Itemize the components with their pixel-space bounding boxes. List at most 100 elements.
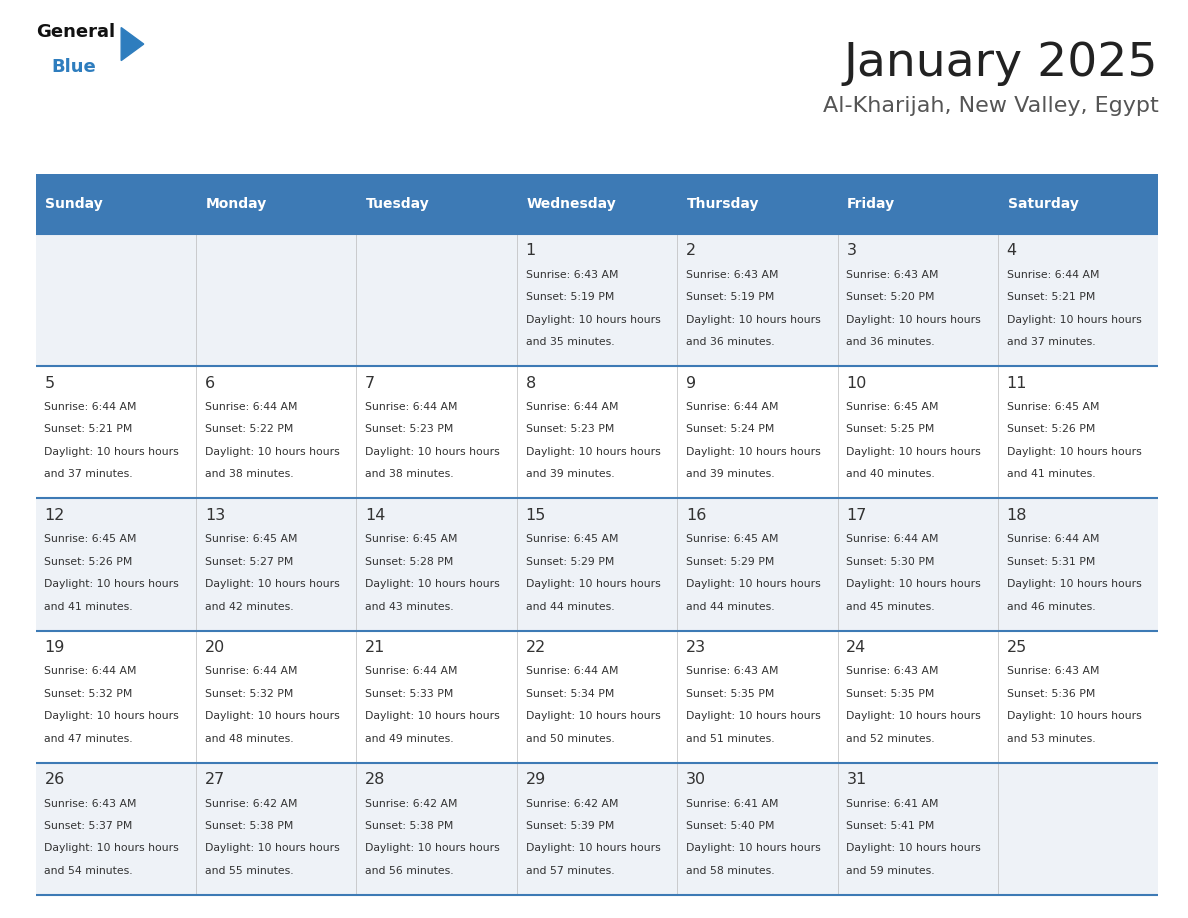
Text: and 44 minutes.: and 44 minutes.	[685, 601, 775, 611]
Text: and 55 minutes.: and 55 minutes.	[204, 866, 293, 876]
Text: 20: 20	[204, 640, 225, 655]
Text: and 48 minutes.: and 48 minutes.	[204, 733, 293, 744]
Bar	[677, 174, 838, 234]
Text: Sunrise: 6:43 AM: Sunrise: 6:43 AM	[846, 666, 939, 677]
Text: Daylight: 10 hours hours: Daylight: 10 hours hours	[204, 579, 340, 589]
Text: 14: 14	[365, 508, 386, 522]
Text: 3: 3	[846, 243, 857, 258]
Text: Al-Kharijah, New Valley, Egypt: Al-Kharijah, New Valley, Egypt	[822, 96, 1158, 117]
Text: 5: 5	[44, 375, 55, 390]
Text: 30: 30	[685, 772, 706, 787]
Text: and 51 minutes.: and 51 minutes.	[685, 733, 775, 744]
Bar	[36, 234, 1158, 366]
Text: Sunset: 5:24 PM: Sunset: 5:24 PM	[685, 424, 775, 434]
Text: Daylight: 10 hours hours: Daylight: 10 hours hours	[44, 711, 179, 722]
Text: 15: 15	[525, 508, 546, 522]
Text: Sunset: 5:33 PM: Sunset: 5:33 PM	[365, 688, 454, 699]
Text: Sunset: 5:20 PM: Sunset: 5:20 PM	[846, 292, 935, 302]
Text: 12: 12	[44, 508, 65, 522]
Text: 17: 17	[846, 508, 867, 522]
Text: Daylight: 10 hours hours: Daylight: 10 hours hours	[1006, 315, 1142, 325]
Text: and 35 minutes.: and 35 minutes.	[525, 337, 614, 347]
Text: Sunrise: 6:43 AM: Sunrise: 6:43 AM	[44, 799, 137, 809]
Text: Sunrise: 6:44 AM: Sunrise: 6:44 AM	[525, 402, 618, 412]
Text: and 59 minutes.: and 59 minutes.	[846, 866, 935, 876]
Text: and 46 minutes.: and 46 minutes.	[1006, 601, 1095, 611]
Text: Sunrise: 6:44 AM: Sunrise: 6:44 AM	[365, 402, 457, 412]
Text: 1: 1	[525, 243, 536, 258]
Text: Daylight: 10 hours hours: Daylight: 10 hours hours	[365, 711, 500, 722]
Text: Sunset: 5:37 PM: Sunset: 5:37 PM	[44, 821, 133, 831]
Text: and 41 minutes.: and 41 minutes.	[1006, 469, 1095, 479]
Text: and 38 minutes.: and 38 minutes.	[204, 469, 293, 479]
Bar	[36, 366, 1158, 498]
Text: Sunrise: 6:44 AM: Sunrise: 6:44 AM	[685, 402, 778, 412]
Text: Sunrise: 6:45 AM: Sunrise: 6:45 AM	[525, 534, 618, 544]
Bar	[36, 631, 1158, 763]
Text: Sunrise: 6:44 AM: Sunrise: 6:44 AM	[204, 402, 297, 412]
Text: Sunset: 5:26 PM: Sunset: 5:26 PM	[44, 556, 133, 566]
Text: Sunrise: 6:41 AM: Sunrise: 6:41 AM	[846, 799, 939, 809]
Text: Monday: Monday	[206, 197, 267, 211]
Text: Sunset: 5:35 PM: Sunset: 5:35 PM	[846, 688, 935, 699]
Text: Daylight: 10 hours hours: Daylight: 10 hours hours	[525, 579, 661, 589]
Text: 4: 4	[1006, 243, 1017, 258]
Text: Sunrise: 6:44 AM: Sunrise: 6:44 AM	[525, 666, 618, 677]
Text: Sunset: 5:19 PM: Sunset: 5:19 PM	[525, 292, 614, 302]
Text: Daylight: 10 hours hours: Daylight: 10 hours hours	[525, 844, 661, 854]
Text: Sunrise: 6:44 AM: Sunrise: 6:44 AM	[365, 666, 457, 677]
Text: Daylight: 10 hours hours: Daylight: 10 hours hours	[525, 447, 661, 457]
Text: Friday: Friday	[847, 197, 896, 211]
Text: and 49 minutes.: and 49 minutes.	[365, 733, 454, 744]
Text: Sunset: 5:26 PM: Sunset: 5:26 PM	[1006, 424, 1095, 434]
Text: Sunrise: 6:44 AM: Sunrise: 6:44 AM	[204, 666, 297, 677]
Text: and 52 minutes.: and 52 minutes.	[846, 733, 935, 744]
Text: 16: 16	[685, 508, 707, 522]
Text: Sunrise: 6:45 AM: Sunrise: 6:45 AM	[44, 534, 137, 544]
Text: Sunrise: 6:41 AM: Sunrise: 6:41 AM	[685, 799, 778, 809]
Text: Sunset: 5:32 PM: Sunset: 5:32 PM	[204, 688, 293, 699]
Text: 10: 10	[846, 375, 867, 390]
Text: Sunset: 5:38 PM: Sunset: 5:38 PM	[365, 821, 454, 831]
Text: Daylight: 10 hours hours: Daylight: 10 hours hours	[365, 447, 500, 457]
Text: Sunrise: 6:43 AM: Sunrise: 6:43 AM	[685, 666, 778, 677]
Text: 31: 31	[846, 772, 866, 787]
Bar	[517, 174, 677, 234]
Text: General: General	[36, 23, 115, 41]
Text: Daylight: 10 hours hours: Daylight: 10 hours hours	[685, 315, 821, 325]
Text: and 36 minutes.: and 36 minutes.	[846, 337, 935, 347]
Text: 23: 23	[685, 640, 706, 655]
Text: 6: 6	[204, 375, 215, 390]
Text: Sunrise: 6:43 AM: Sunrise: 6:43 AM	[846, 270, 939, 280]
Text: Sunrise: 6:43 AM: Sunrise: 6:43 AM	[525, 270, 618, 280]
Bar	[36, 174, 196, 234]
Text: Sunset: 5:39 PM: Sunset: 5:39 PM	[525, 821, 614, 831]
Text: 9: 9	[685, 375, 696, 390]
Text: Sunset: 5:35 PM: Sunset: 5:35 PM	[685, 688, 775, 699]
Text: Sunset: 5:32 PM: Sunset: 5:32 PM	[44, 688, 133, 699]
Text: and 45 minutes.: and 45 minutes.	[846, 601, 935, 611]
Text: and 57 minutes.: and 57 minutes.	[525, 866, 614, 876]
Text: 11: 11	[1006, 375, 1028, 390]
Text: Sunrise: 6:45 AM: Sunrise: 6:45 AM	[204, 534, 297, 544]
Text: Sunset: 5:40 PM: Sunset: 5:40 PM	[685, 821, 775, 831]
Text: 2: 2	[685, 243, 696, 258]
Text: Sunset: 5:21 PM: Sunset: 5:21 PM	[44, 424, 133, 434]
Text: Sunset: 5:28 PM: Sunset: 5:28 PM	[365, 556, 454, 566]
Text: Sunset: 5:25 PM: Sunset: 5:25 PM	[846, 424, 935, 434]
Text: January 2025: January 2025	[843, 41, 1158, 86]
Text: Daylight: 10 hours hours: Daylight: 10 hours hours	[685, 447, 821, 457]
Text: and 56 minutes.: and 56 minutes.	[365, 866, 454, 876]
Text: 8: 8	[525, 375, 536, 390]
Text: Sunset: 5:22 PM: Sunset: 5:22 PM	[204, 424, 293, 434]
Text: 7: 7	[365, 375, 375, 390]
Text: Blue: Blue	[51, 58, 96, 76]
Text: Daylight: 10 hours hours: Daylight: 10 hours hours	[846, 844, 981, 854]
Text: Sunrise: 6:44 AM: Sunrise: 6:44 AM	[44, 666, 137, 677]
Text: Sunrise: 6:45 AM: Sunrise: 6:45 AM	[365, 534, 457, 544]
Text: Sunset: 5:19 PM: Sunset: 5:19 PM	[685, 292, 775, 302]
Text: Daylight: 10 hours hours: Daylight: 10 hours hours	[685, 579, 821, 589]
Text: and 39 minutes.: and 39 minutes.	[685, 469, 775, 479]
Bar	[998, 174, 1158, 234]
Text: Daylight: 10 hours hours: Daylight: 10 hours hours	[204, 711, 340, 722]
